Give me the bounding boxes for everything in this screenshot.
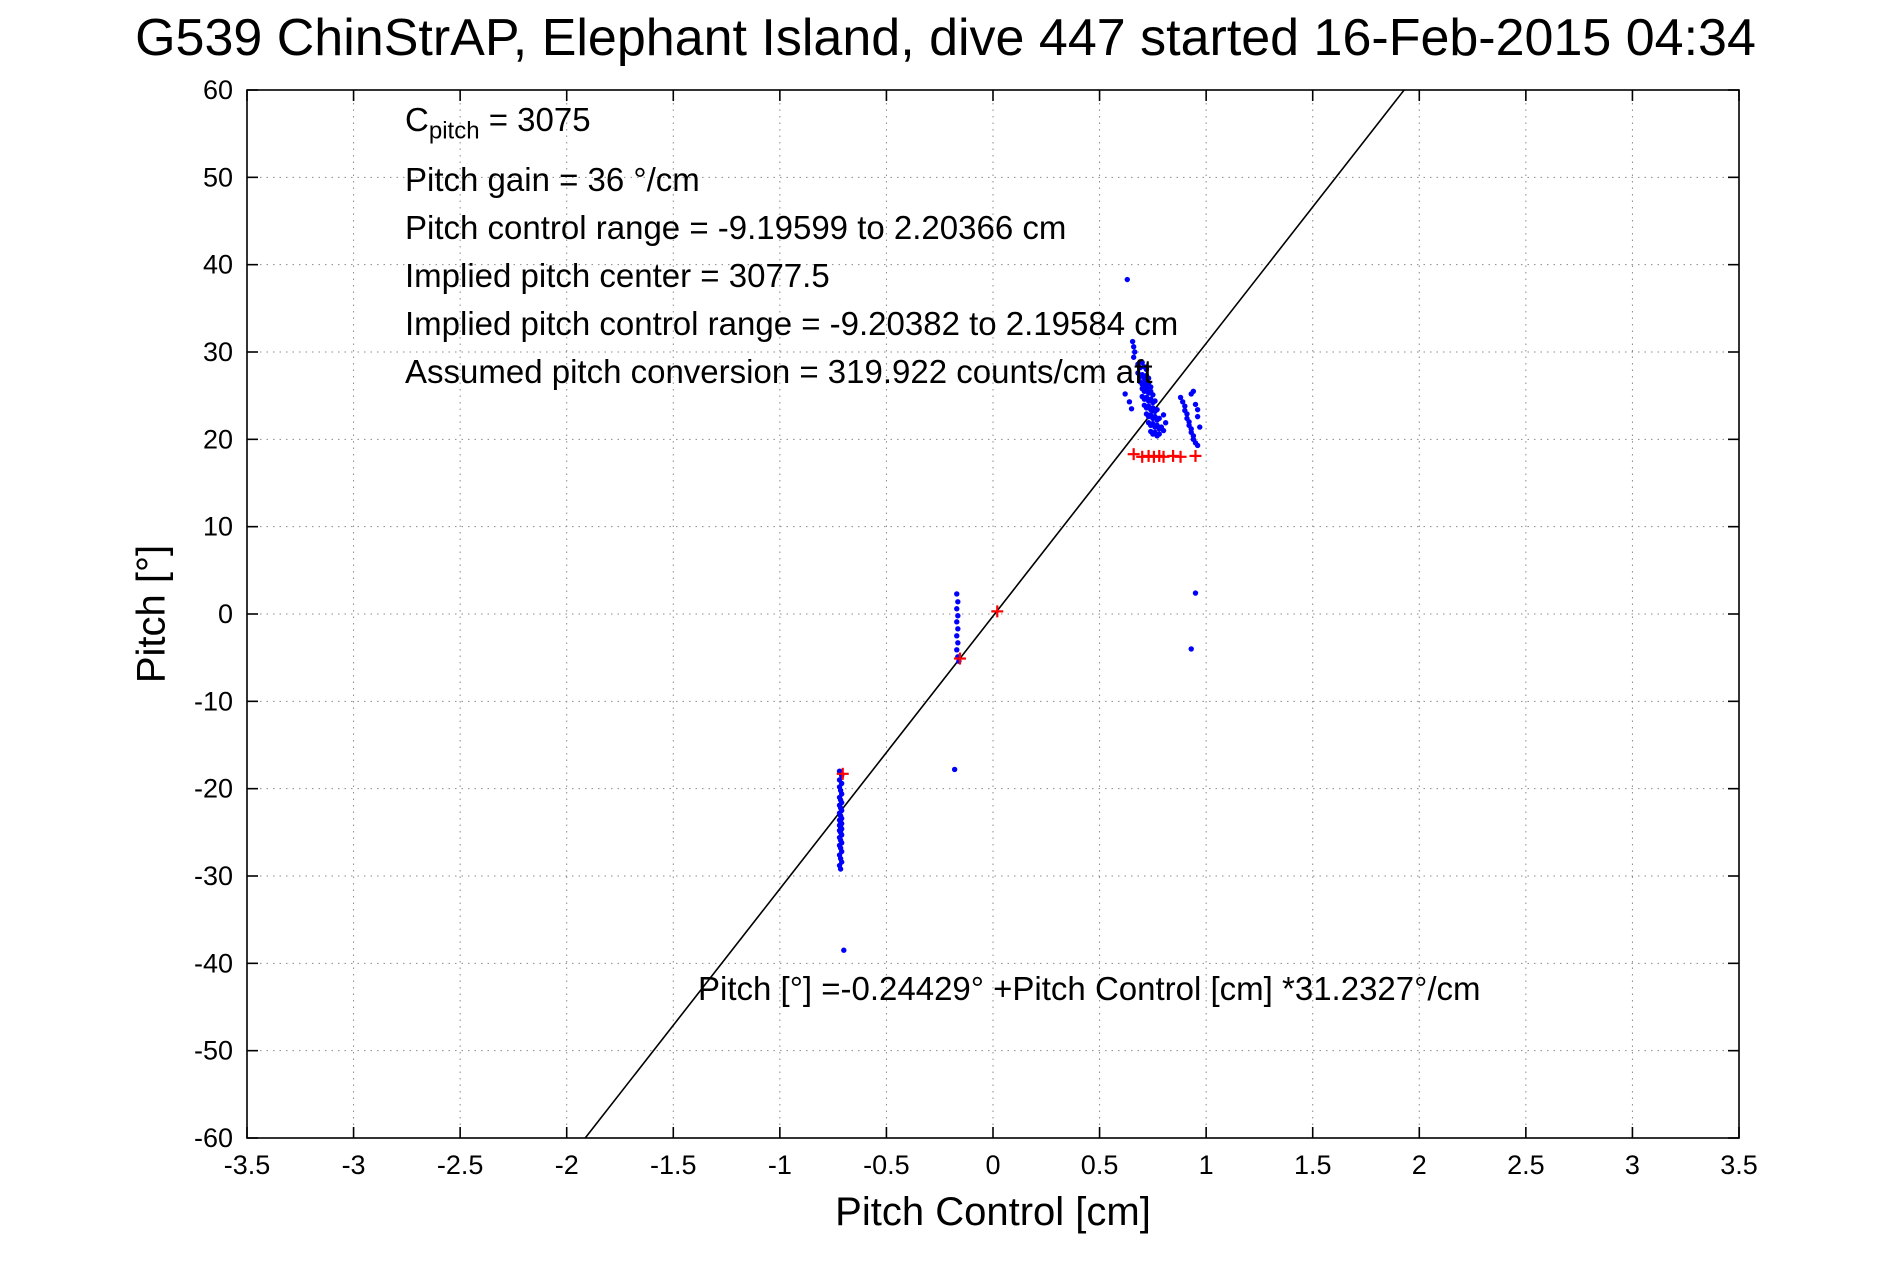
svg-text:-20: -20: [194, 774, 233, 804]
svg-text:-2: -2: [555, 1150, 579, 1180]
svg-text:-60: -60: [194, 1123, 233, 1153]
svg-text:-50: -50: [194, 1036, 233, 1066]
y-axis-label: Pitch [°]: [129, 544, 174, 684]
svg-text:3.5: 3.5: [1720, 1150, 1758, 1180]
annotation-lines: Pitch gain = 36 °/cm Pitch control range …: [405, 156, 1178, 396]
svg-text:-10: -10: [194, 686, 233, 716]
svg-text:3: 3: [1625, 1150, 1640, 1180]
svg-text:50: 50: [203, 162, 233, 192]
chart-title: G539 ChinStrAP, Elephant Island, dive 44…: [135, 9, 1756, 67]
svg-text:0: 0: [985, 1150, 1000, 1180]
annotation-line: Implied pitch control range = -9.20382 t…: [405, 304, 1179, 342]
annotation-line: Implied pitch center = 3077.5: [405, 256, 830, 294]
svg-text:30: 30: [203, 337, 233, 367]
series-flagged-points: [836, 448, 1202, 780]
x-tick-labels: -3.5 -3 -2.5 -2 -1.5 -1 -0.5 0 0.5 1 1.5 2 2.5 3 3.5: [224, 1150, 1758, 1180]
svg-text:-40: -40: [194, 948, 233, 978]
svg-text:10: 10: [203, 512, 233, 542]
svg-text:1.5: 1.5: [1294, 1150, 1332, 1180]
svg-text:20: 20: [203, 424, 233, 454]
svg-text:0.5: 0.5: [1081, 1150, 1119, 1180]
svg-text:1: 1: [1199, 1150, 1214, 1180]
cpitch-value: = 3075: [479, 101, 591, 138]
svg-text:0: 0: [218, 599, 233, 629]
svg-text:-1: -1: [768, 1150, 792, 1180]
fit-line: [584, 89, 1405, 1139]
cpitch-subscript: pitch: [428, 117, 480, 145]
annotation-cpitch: Cpitch = 3075: [405, 96, 1178, 156]
svg-text:2: 2: [1412, 1150, 1427, 1180]
svg-text:60: 60: [203, 75, 233, 105]
annotation-block: Cpitch = 3075 Pitch gain = 36 °/cm Pitch …: [405, 96, 1178, 396]
x-axis-label: Pitch Control [cm]: [835, 1190, 1151, 1234]
axis-ticks: [246, 89, 1740, 1139]
svg-text:2.5: 2.5: [1507, 1150, 1545, 1180]
svg-text:-3.5: -3.5: [224, 1150, 271, 1180]
annotation-line: Pitch control range = -9.19599 to 2.2036…: [405, 208, 1067, 246]
annotation-line: Assumed pitch conversion = 319.922 count…: [405, 352, 1153, 390]
svg-text:-3: -3: [342, 1150, 366, 1180]
svg-text:40: 40: [203, 250, 233, 280]
annotation-line: Pitch gain = 36 °/cm: [405, 160, 700, 198]
y-tick-labels: -60 -50 -40 -30 -20 -10 0 10 20 30 40 50 60: [194, 75, 233, 1153]
svg-text:-2.5: -2.5: [437, 1150, 484, 1180]
fit-equation: Pitch [°] =-0.24429° +Pitch Control [cm]…: [698, 970, 1481, 1007]
series-pitch-observations: [836, 276, 1203, 953]
svg-text:-0.5: -0.5: [863, 1150, 910, 1180]
svg-text:-30: -30: [194, 861, 233, 891]
svg-text:-1.5: -1.5: [650, 1150, 697, 1180]
cpitch-base: C: [405, 101, 429, 138]
